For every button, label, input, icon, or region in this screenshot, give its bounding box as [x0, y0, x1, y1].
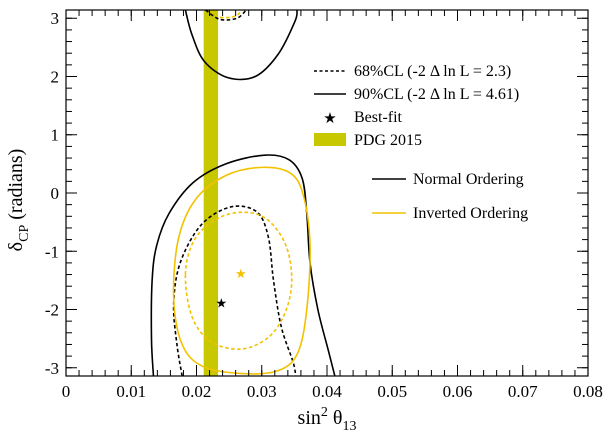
contour-normal-90cl-1: [184, 10, 298, 81]
x-tick-label: 0: [62, 382, 71, 401]
contour-inverted-68cl-5: [184, 211, 293, 351]
y-axis-label-sub: CP: [17, 225, 32, 242]
y-axis-label-rest: (radians): [5, 149, 27, 225]
legend-bestfit-star-icon: ★: [323, 109, 336, 127]
x-tick-label: 0.04: [312, 382, 342, 401]
legend-90cl-label: 90%CL (-2 Δ ln L = 4.61): [354, 86, 519, 103]
x-tick-label: 0.08: [573, 382, 603, 401]
contour-inverted-68cl-6: [210, 10, 243, 19]
y-tick-label: 3: [51, 9, 60, 28]
x-tick-label: 0.05: [377, 382, 407, 401]
y-axis-label: δCP (radians): [5, 149, 32, 252]
pdg-band-layer: [203, 10, 219, 376]
contour-inverted-90cl-4: [172, 166, 311, 375]
best-fit-star-inverted: ★: [235, 267, 247, 282]
y-tick-label: -2: [45, 301, 59, 320]
legend-normal-label: Normal Ordering: [413, 171, 524, 188]
pdg-band: [203, 10, 219, 376]
y-tick-label: -1: [45, 242, 59, 261]
y-tick-label: -3: [45, 359, 59, 378]
x-axis-label-sup: 2: [321, 405, 328, 420]
legend-inverted-label: Inverted Ordering: [413, 205, 528, 222]
y-tick-label: 2: [51, 67, 60, 86]
contour-normal-68cl-3: [205, 10, 247, 21]
x-tick-label: 0.02: [182, 382, 212, 401]
ticks-layer: 0 0.01 0.02 0.03 0.04 0.05 0.06 0.07 0.08 -3 -2 -1 0…: [45, 9, 603, 401]
legend-bestfit-label: Best-fit: [354, 109, 403, 126]
best-fit-star-normal: ★: [215, 297, 227, 312]
x-axis-label-sub: 13: [342, 419, 356, 434]
x-axis-label-main: sin: [298, 407, 321, 429]
x-axis-label: sin2 θ13: [298, 405, 357, 434]
legend-pdg-swatch: [314, 133, 346, 146]
legend-confidence: 68%CL (-2 Δ ln L = 2.3) 90%CL (-2 Δ ln L…: [314, 63, 519, 149]
plot-area: ★★: [150, 10, 336, 376]
x-tick-label: 0.03: [247, 382, 277, 401]
legend-pdg-label: PDG 2015: [354, 132, 422, 149]
best-fit-layer: ★★: [215, 267, 246, 312]
y-tick-label: 0: [51, 184, 60, 203]
x-tick-label: 0.01: [116, 382, 146, 401]
x-tick-label: 0.07: [508, 382, 538, 401]
x-axis-label-symbol: θ: [328, 407, 343, 429]
y-axis-label-main: δ: [5, 242, 27, 251]
x-tick-label: 0.06: [443, 382, 473, 401]
y-tick-label: 1: [51, 126, 60, 145]
legend-68cl-label: 68%CL (-2 Δ ln L = 2.3): [354, 63, 511, 80]
contour-normal-90cl-0: [150, 154, 336, 376]
legend-ordering: Normal Ordering Inverted Ordering: [372, 171, 528, 222]
contour-layer: [150, 10, 336, 376]
